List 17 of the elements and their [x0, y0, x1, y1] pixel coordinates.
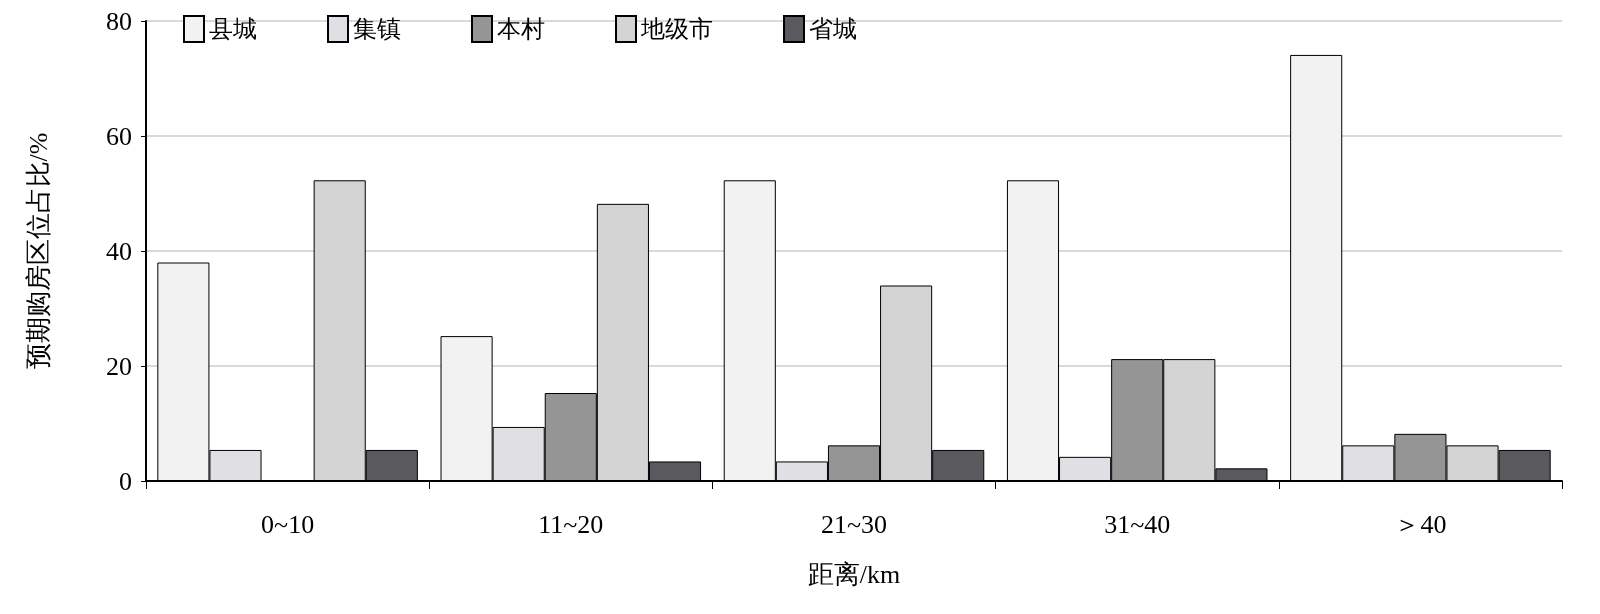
y-tick-label: 0: [119, 466, 132, 496]
y-tick-label: 60: [106, 121, 132, 151]
y-tick-label: 80: [106, 6, 132, 36]
x-axis-title: 距离/km: [807, 559, 901, 589]
y-axis-title: 预期购房区位占比/%: [23, 132, 53, 370]
x-tick-label: 31~40: [1104, 509, 1171, 539]
legend-label: 省城: [809, 16, 857, 42]
legend-label: 县城: [209, 16, 257, 42]
x-tick-label: 21~30: [820, 509, 888, 539]
legend-label: 本村: [497, 16, 545, 42]
y-tick-label: 40: [106, 236, 132, 266]
x-tick-label: 0~10: [261, 509, 315, 539]
x-tick-label: ＞40: [1394, 509, 1447, 539]
legend-label: 集镇: [353, 16, 401, 42]
legend-label: 地级市: [640, 16, 713, 42]
y-tick-label: 20: [106, 351, 132, 381]
x-tick-label: 11~20: [538, 509, 604, 539]
